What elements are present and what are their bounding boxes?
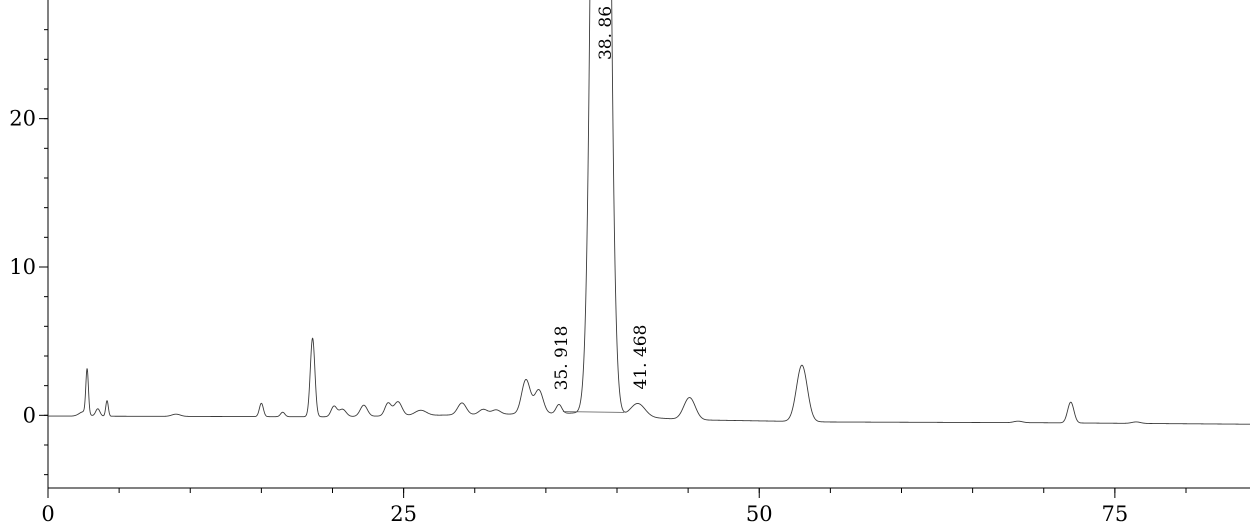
chromatogram-trace	[48, 0, 1250, 425]
x-tick-label: 25	[390, 502, 417, 526]
x-tick-label: 50	[746, 502, 773, 526]
peak-label: 38. 86	[596, 6, 616, 60]
x-tick-label: 75	[1101, 502, 1128, 526]
peak-label: 35. 918	[552, 326, 572, 391]
y-tick-label: 0	[23, 403, 36, 427]
x-tick-label: 0	[41, 502, 54, 526]
peak-label: 41. 468	[631, 325, 651, 390]
y-tick-label: 20	[9, 107, 36, 131]
integration-baseline	[562, 411, 625, 413]
y-tick-label: 10	[9, 255, 36, 279]
